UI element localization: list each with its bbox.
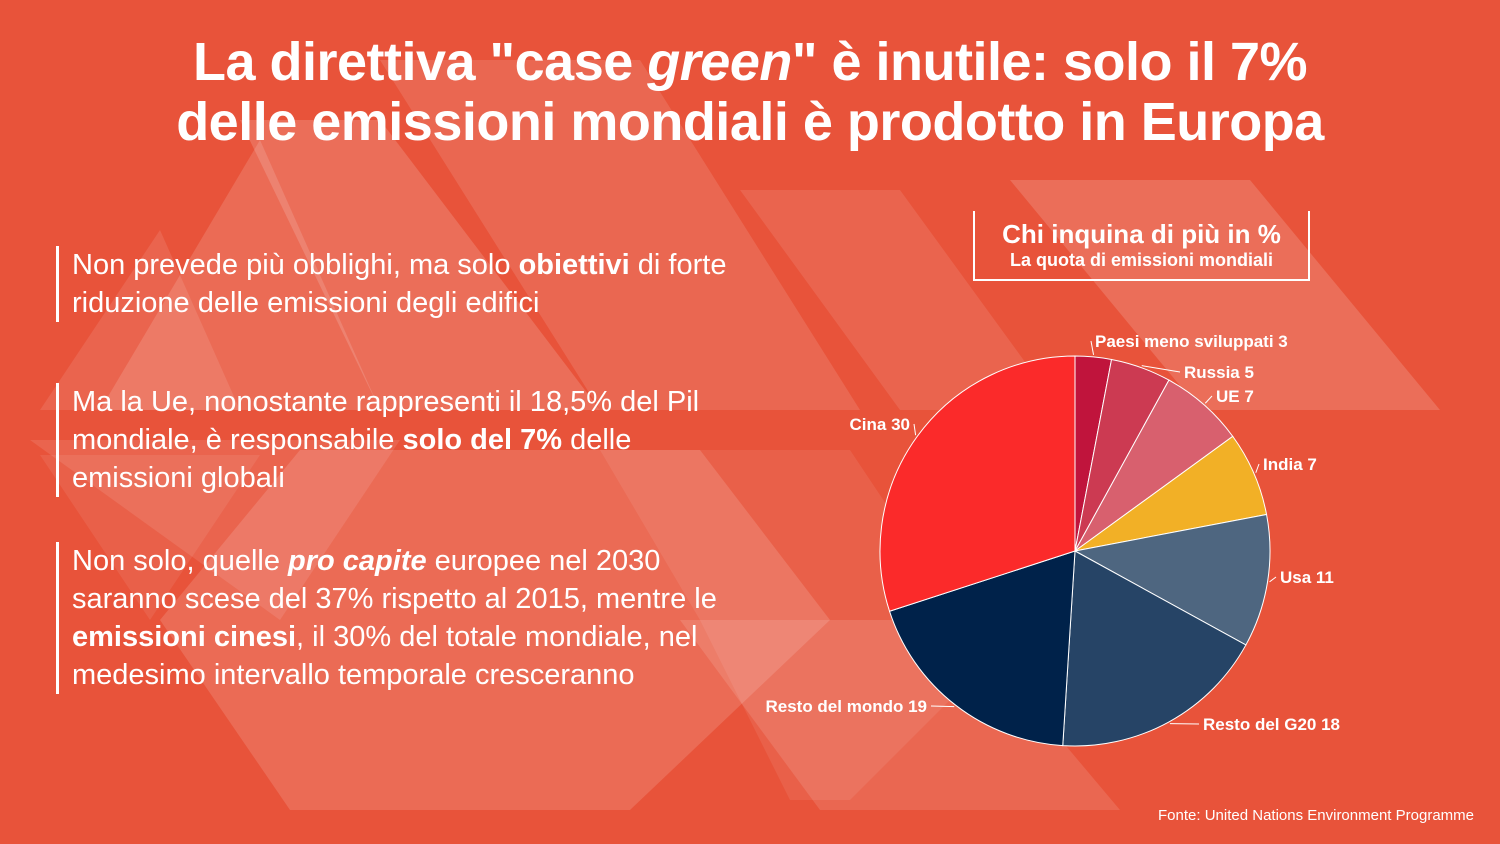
key-point-1-text-a: Non prevede più obblighi, ma solo xyxy=(72,249,519,281)
page-title: La direttiva "case green" è inutile: sol… xyxy=(0,32,1500,152)
chart-title: Chi inquina di più in % xyxy=(1002,219,1281,249)
slice-label: Resto del G20 18 xyxy=(1203,715,1340,734)
pie-slice-usa xyxy=(1073,513,1271,646)
key-point-2: Ma la Ue, nonostante rappresenti il 18,5… xyxy=(56,383,712,497)
slice-label: UE 7 xyxy=(1216,387,1254,406)
key-point-2-text-c: delle emissioni globali xyxy=(72,424,632,494)
key-point-3-text-a: Non solo, quelle xyxy=(72,545,289,577)
key-point-3-bold-italic: pro capite xyxy=(288,545,427,577)
slice-label: Paesi meno sviluppati 3 xyxy=(1095,332,1288,351)
source-note: Fonte: United Nations Environment Progra… xyxy=(1158,807,1474,824)
leader-line xyxy=(1204,395,1213,404)
key-point-2-text-a: Ma la Ue, nonostante rappresenti il 18,5… xyxy=(72,386,700,456)
leader-line xyxy=(930,705,955,708)
key-point-1-bold: obiettivi xyxy=(518,249,630,281)
slice-label: Russia 5 xyxy=(1184,363,1254,382)
key-point-1-text-c: di forte riduzione delle emissioni degli… xyxy=(72,249,727,319)
leader-line xyxy=(913,423,917,436)
leader-line xyxy=(1141,365,1181,373)
leader-line xyxy=(1090,340,1095,355)
key-point-2-bold: solo del 7% xyxy=(402,424,563,456)
chart-header-box: Chi inquina di più in % La quota di emis… xyxy=(973,211,1310,281)
pie-slice-cina xyxy=(879,355,1076,612)
slice-label: India 7 xyxy=(1263,455,1317,474)
title-line2: delle emissioni mondiali è prodotto in E… xyxy=(176,92,1324,152)
pie-slice-resto-del-g20 xyxy=(1062,550,1247,747)
title-line1-emphasis: green xyxy=(647,32,792,92)
key-point-3: Non solo, quelle pro capite europee nel … xyxy=(56,542,732,694)
leader-line xyxy=(1269,576,1277,583)
slice-label: Usa 11 xyxy=(1280,568,1334,587)
leader-line xyxy=(1255,463,1260,473)
pie-slice-resto-del-mondo xyxy=(888,550,1076,747)
slice-label: Cina 30 xyxy=(850,415,910,434)
key-point-1: Non prevede più obblighi, ma solo obiett… xyxy=(56,246,752,322)
key-point-3-text-e: , il 30% del totale mondiale, nel medesi… xyxy=(72,621,698,691)
slice-label: Resto del mondo 19 xyxy=(765,697,927,716)
key-point-3-bold: emissioni cinesi xyxy=(72,621,297,653)
key-point-3-text-c: europee nel 2030 saranno scese del 37% r… xyxy=(72,545,717,615)
chart-subtitle: La quota di emissioni mondiali xyxy=(1009,250,1274,270)
title-line1-part1: La direttiva "case xyxy=(192,32,648,92)
title-line1-part2: " è inutile: solo il 7% xyxy=(791,32,1308,92)
